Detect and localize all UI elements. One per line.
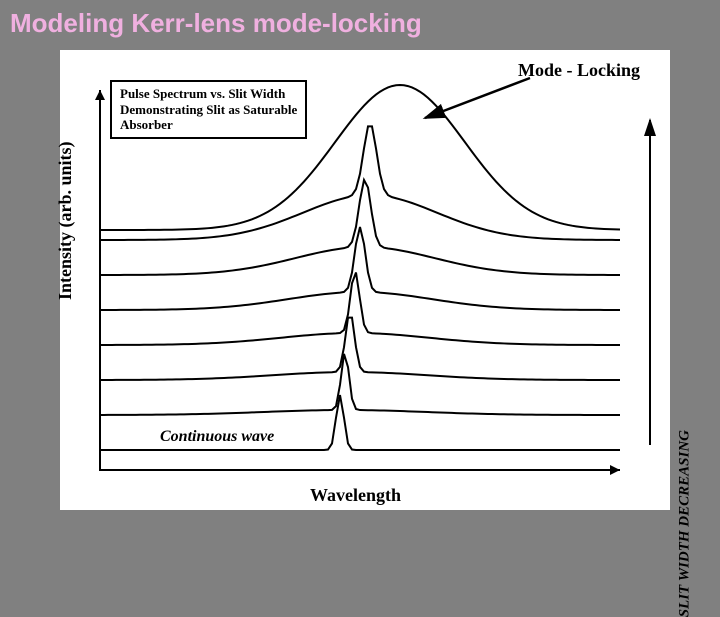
figure-panel: Pulse Spectrum vs. Slit Width Demonstrat… xyxy=(60,50,670,510)
box-line-1: Pulse Spectrum vs. Slit Width xyxy=(120,86,285,101)
spectrum-curve xyxy=(100,318,620,380)
side-axis-label: SLIT WIDTH DECREASING xyxy=(676,430,693,617)
slide-title: Modeling Kerr-lens mode-locking xyxy=(10,8,422,39)
box-line-2: Demonstrating Slit as Saturable xyxy=(120,102,297,117)
box-line-3: Absorber xyxy=(120,117,173,132)
spectrum-curve xyxy=(100,126,620,240)
y-axis-label: Intensity (arb. units) xyxy=(55,141,76,300)
continuous-wave-label: Continuous wave xyxy=(160,428,274,446)
box-label: Pulse Spectrum vs. Slit Width Demonstrat… xyxy=(110,80,307,139)
x-axis-label: Wavelength xyxy=(310,485,401,506)
mode-locking-arrow xyxy=(425,78,530,118)
mode-locking-label: Mode - Locking xyxy=(518,60,640,81)
